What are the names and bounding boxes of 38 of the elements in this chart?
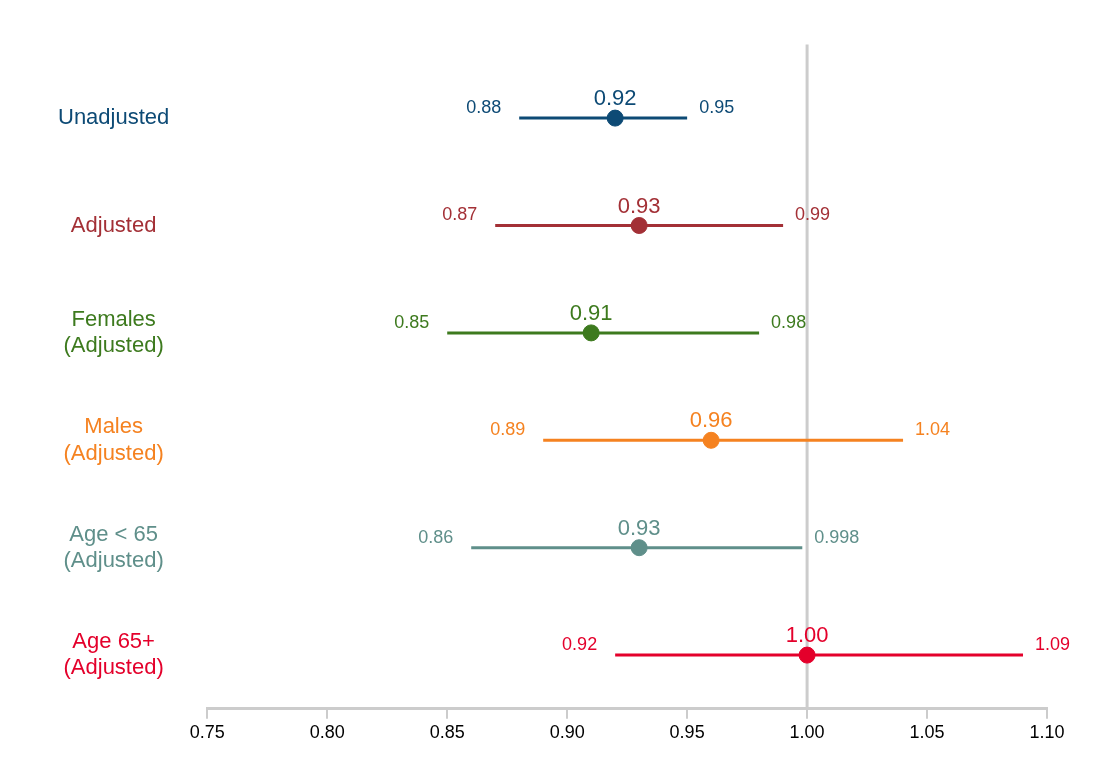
annotation: 0.87 bbox=[442, 204, 478, 225]
point bbox=[606, 109, 624, 127]
y-tick-label: Unadjusted bbox=[57, 104, 170, 130]
x-tick-label: 0.75 bbox=[189, 721, 225, 742]
annotation: 0.99 bbox=[795, 204, 831, 225]
data-label: 0.93 bbox=[617, 514, 661, 540]
annotation: 0.85 bbox=[394, 311, 430, 332]
point bbox=[798, 646, 816, 664]
y-tick-label: Adjusted bbox=[70, 211, 157, 237]
x-tick-label: 0.90 bbox=[549, 721, 585, 742]
annotation: 0.89 bbox=[490, 419, 526, 440]
x-tick-label: 1.05 bbox=[909, 721, 945, 742]
x-tick-label: 1.10 bbox=[1029, 721, 1065, 742]
annotation: 1.04 bbox=[915, 419, 951, 440]
x-tick-label: 0.85 bbox=[429, 721, 465, 742]
point bbox=[630, 217, 648, 234]
data-label: 0.93 bbox=[617, 192, 661, 218]
data-label: 0.92 bbox=[593, 85, 637, 111]
annotation: 0.86 bbox=[418, 526, 454, 547]
annotation: 0.88 bbox=[466, 97, 502, 118]
data-label: 0.91 bbox=[569, 299, 613, 325]
annotation: 0.95 bbox=[699, 97, 735, 118]
annotation: 1.09 bbox=[1035, 634, 1071, 655]
data-label: 1.00 bbox=[785, 622, 829, 648]
x-tick-label: 0.95 bbox=[669, 721, 705, 742]
data-label: 0.96 bbox=[689, 407, 733, 433]
annotation: 0.998 bbox=[814, 526, 860, 547]
annotation: 0.98 bbox=[771, 311, 807, 332]
x-tick-label: 1.00 bbox=[789, 721, 825, 742]
point bbox=[702, 431, 720, 449]
y-tick-label: Males (Adjusted) bbox=[63, 413, 164, 465]
y-tick-label: Age < 65 (Adjusted) bbox=[63, 520, 164, 572]
point bbox=[630, 539, 648, 557]
y-tick-label: Age 65+ (Adjusted) bbox=[63, 627, 164, 680]
y-tick-label: Females (Adjusted) bbox=[63, 305, 164, 358]
x-tick-label: 0.80 bbox=[309, 721, 345, 742]
annotation: 0.92 bbox=[562, 634, 598, 655]
point bbox=[582, 324, 600, 342]
